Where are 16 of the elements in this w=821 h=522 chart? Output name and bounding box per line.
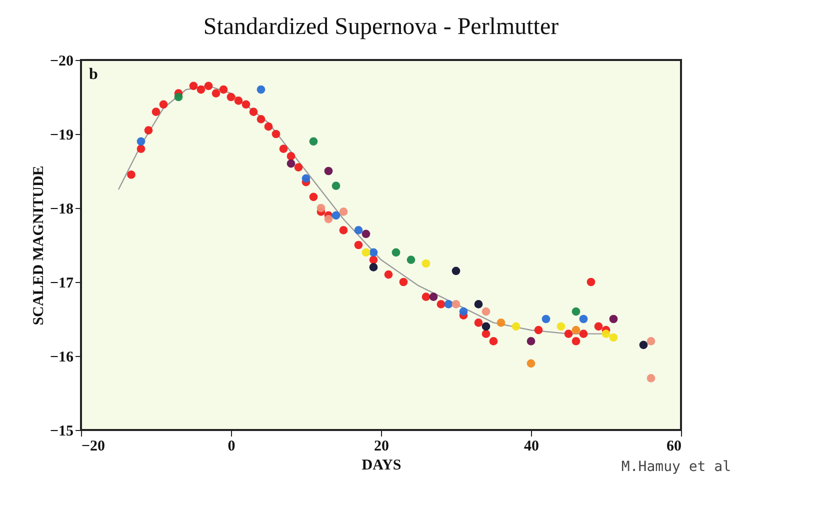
y-tick-label: −18 [50, 202, 74, 218]
x-tick-label: 40 [524, 438, 539, 454]
y-tick-label: −16 [50, 350, 74, 366]
x-axis-title: DAYS [362, 458, 402, 474]
x-tick-label: −20 [82, 438, 106, 454]
annotation: b [89, 66, 98, 83]
y-tick-label: −19 [50, 128, 74, 144]
y-axis-title: SCALED MAGNITUDE [30, 166, 47, 326]
x-tick-label: 60 [666, 438, 682, 454]
chart-title: Standardized Supernova - Perlmutter [203, 14, 559, 40]
text: M.Hamuy et al [621, 459, 731, 475]
y-tick-label: −20 [50, 54, 74, 70]
x-tick-label: 20 [374, 438, 389, 454]
y-tick-label: −17 [50, 276, 74, 292]
x-tick-label: 0 [228, 438, 236, 454]
y-tick-label: −15 [50, 424, 74, 440]
